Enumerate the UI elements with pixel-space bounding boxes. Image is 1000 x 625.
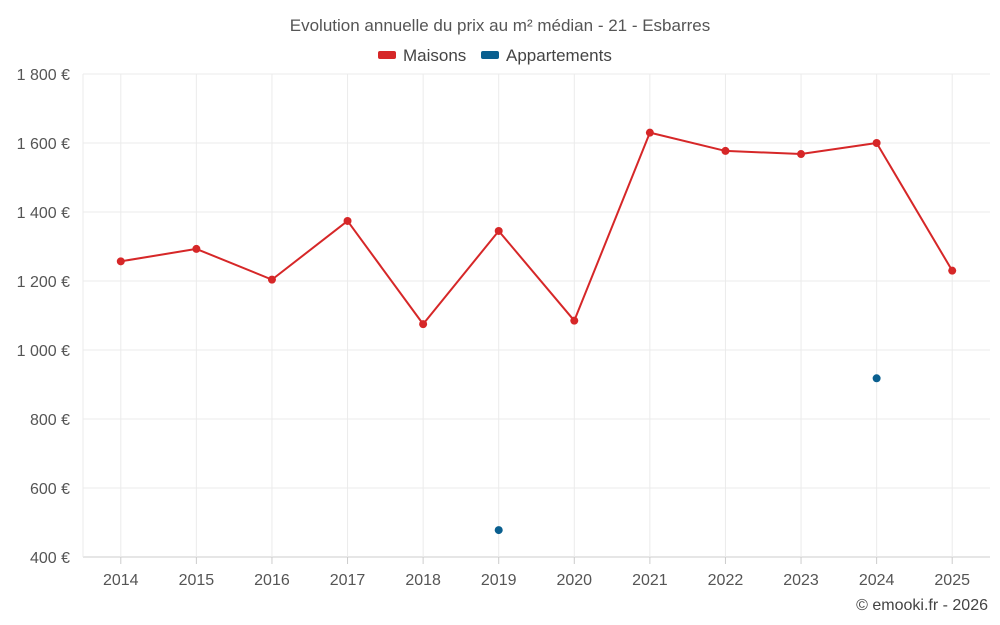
data-point-maisons[interactable] xyxy=(116,257,125,266)
data-point-appartements[interactable] xyxy=(872,374,881,383)
x-tick-label: 2023 xyxy=(783,572,819,589)
y-tick-label: 1 800 € xyxy=(17,67,70,84)
data-point-maisons[interactable] xyxy=(645,128,654,137)
series-line-maisons xyxy=(120,131,954,326)
y-tick-label: 1 000 € xyxy=(17,343,70,360)
y-tick-label: 800 € xyxy=(30,412,70,429)
legend-item-maisons[interactable]: Maisons xyxy=(378,46,466,65)
data-point-maisons[interactable] xyxy=(267,275,276,284)
x-tick-label: 2014 xyxy=(103,572,139,589)
x-tick-label: 2025 xyxy=(934,572,970,589)
data-point-maisons[interactable] xyxy=(948,266,957,275)
x-tick-label: 2020 xyxy=(556,572,592,589)
data-point-maisons[interactable] xyxy=(343,216,352,225)
x-tick-label: 2021 xyxy=(632,572,668,589)
chart-title: Evolution annuelle du prix au m² médian … xyxy=(290,16,711,35)
data-point-maisons[interactable] xyxy=(419,320,428,329)
legend-swatch-appartements xyxy=(481,51,499,59)
gridlines xyxy=(82,73,990,564)
data-point-maisons[interactable] xyxy=(797,150,806,159)
x-tick-label: 2022 xyxy=(708,572,744,589)
data-point-maisons[interactable] xyxy=(721,146,730,155)
legend: Maisons Appartements xyxy=(378,46,612,65)
legend-label-appartements: Appartements xyxy=(506,46,612,65)
y-tick-label: 1 600 € xyxy=(17,136,70,153)
y-tick-label: 400 € xyxy=(30,550,70,567)
legend-swatch-maisons xyxy=(378,51,396,59)
data-point-maisons[interactable] xyxy=(872,139,881,147)
x-tick-label: 2015 xyxy=(179,572,215,589)
data-point-maisons[interactable] xyxy=(570,316,579,325)
x-tick-label: 2018 xyxy=(405,572,441,589)
y-tick-label: 600 € xyxy=(30,481,70,498)
x-axis-labels: 2014 2015 2016 2017 2018 2019 2020 2021 2022 2023… xyxy=(103,572,970,589)
x-tick-label: 2024 xyxy=(859,572,895,589)
legend-item-appartements[interactable]: Appartements xyxy=(481,46,612,65)
x-tick-label: 2017 xyxy=(330,572,366,589)
y-tick-label: 1 400 € xyxy=(17,205,70,222)
data-point-maisons[interactable] xyxy=(494,226,503,235)
credit-text: © emooki.fr - 2026 xyxy=(856,597,988,614)
data-point-appartements[interactable] xyxy=(494,526,503,535)
series-layer xyxy=(116,128,957,535)
y-axis-labels: 400 € 600 € 800 € 1 000 € 1 200 € 1 400 € 1 60… xyxy=(17,67,70,567)
y-tick-label: 1 200 € xyxy=(17,274,70,291)
legend-label-maisons: Maisons xyxy=(403,46,466,65)
data-point-maisons[interactable] xyxy=(192,244,201,253)
x-tick-label: 2016 xyxy=(254,572,290,589)
x-tick-label: 2019 xyxy=(481,572,517,589)
